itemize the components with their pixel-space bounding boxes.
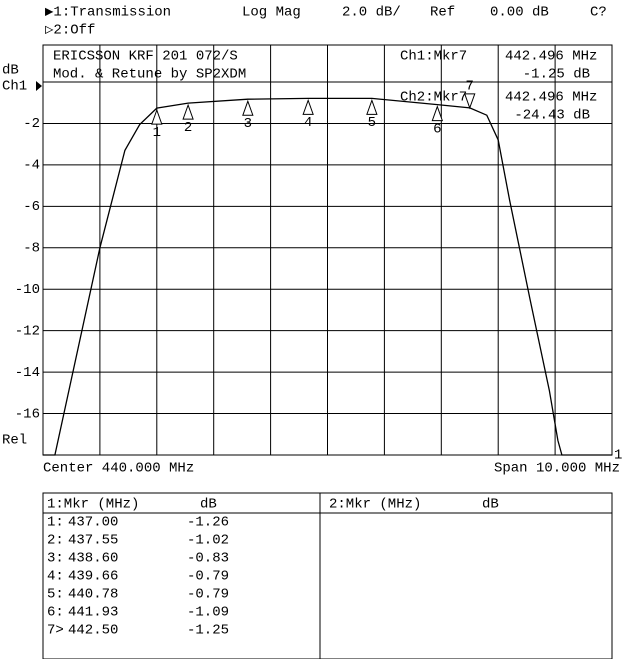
y-tick-label: -16 bbox=[15, 406, 40, 422]
table-cell: 6: bbox=[47, 605, 64, 621]
header-text: Log Mag bbox=[242, 5, 301, 21]
y-tick-label: -10 bbox=[15, 282, 40, 298]
marker bbox=[431, 105, 444, 122]
table-cell: 7> bbox=[47, 623, 64, 639]
y-tick-label: -8 bbox=[23, 240, 40, 256]
annotation: Mod. & Retune by SP2XDM bbox=[53, 67, 246, 83]
table-cell: 437.00 bbox=[68, 515, 118, 531]
marker bbox=[302, 98, 314, 115]
marker bbox=[366, 98, 378, 115]
table-cell: -0.79 bbox=[187, 587, 229, 603]
marker bbox=[464, 93, 476, 110]
table-cell: 1: bbox=[47, 515, 64, 531]
table-cell: 2: bbox=[47, 533, 64, 549]
header-text: ▶1:Transmission bbox=[45, 5, 171, 21]
table-cell: 4: bbox=[47, 569, 64, 585]
marker-label: 4 bbox=[304, 115, 312, 131]
table-header: dB bbox=[482, 497, 499, 513]
center-freq: Center 440.000 MHz bbox=[43, 461, 194, 477]
y-tick-label: -14 bbox=[15, 365, 40, 381]
y-tick-label: -6 bbox=[23, 199, 40, 215]
ref-arrow bbox=[36, 81, 42, 91]
marker-label: 6 bbox=[433, 121, 441, 137]
table-cell: 441.93 bbox=[68, 605, 118, 621]
table-header: dB bbox=[200, 497, 217, 513]
table-cell: 440.78 bbox=[68, 587, 118, 603]
table-cell: 439.66 bbox=[68, 569, 118, 585]
y-tick-label: -12 bbox=[15, 323, 40, 339]
table-frame bbox=[42, 492, 613, 659]
marker bbox=[182, 103, 194, 120]
table-cell: -1.02 bbox=[187, 533, 229, 549]
trace bbox=[43, 97, 612, 456]
header-text: Ref bbox=[430, 5, 455, 21]
marker-label: 2 bbox=[184, 120, 192, 136]
table-cell: -1.25 bbox=[187, 623, 229, 639]
readout: -1.25 dB bbox=[523, 67, 590, 83]
readout: Ch1:Mkr7 bbox=[400, 49, 467, 65]
axis-unit: dB bbox=[2, 63, 19, 79]
table-cell: -1.26 bbox=[187, 515, 229, 531]
table-cell: 5: bbox=[47, 587, 64, 603]
ref-label: Rel bbox=[2, 433, 27, 449]
annotation: ERICSSON KRF 201 072/S bbox=[53, 49, 238, 65]
header-text: C? bbox=[590, 5, 607, 21]
trace-id: 1 bbox=[614, 448, 622, 464]
marker-label: 5 bbox=[368, 115, 376, 131]
readout: -24.43 dB bbox=[514, 108, 590, 124]
table-cell: -1.09 bbox=[187, 605, 229, 621]
table-cell: 442.50 bbox=[68, 623, 118, 639]
marker bbox=[151, 108, 163, 125]
table-cell: -0.79 bbox=[187, 569, 229, 585]
table-cell: 437.55 bbox=[68, 533, 118, 549]
marker bbox=[242, 99, 254, 116]
readout: 442.496 MHz bbox=[505, 90, 597, 106]
table-cell: 438.60 bbox=[68, 551, 118, 567]
marker-label: 3 bbox=[244, 116, 252, 132]
marker-label: 1 bbox=[153, 125, 161, 141]
channel-label: Ch1 bbox=[2, 79, 27, 95]
table-header: 2:Mkr (MHz) bbox=[329, 497, 421, 513]
y-tick-label: -4 bbox=[23, 158, 40, 174]
readout: 442.496 MHz bbox=[505, 49, 597, 65]
header-text: 2.0 dB/ bbox=[342, 5, 401, 21]
header-text: 0.00 dB bbox=[490, 5, 549, 21]
table-cell: 3: bbox=[47, 551, 64, 567]
readout: Ch2:Mkr7 bbox=[400, 90, 467, 106]
y-tick-label: -2 bbox=[23, 116, 40, 132]
table-header: 1:Mkr (MHz) bbox=[47, 497, 139, 513]
marker-label: 7 bbox=[466, 79, 474, 95]
span: Span 10.000 MHz bbox=[494, 461, 620, 477]
table-cell: -0.83 bbox=[187, 551, 229, 567]
header-text: ▷2:Off bbox=[45, 23, 95, 39]
